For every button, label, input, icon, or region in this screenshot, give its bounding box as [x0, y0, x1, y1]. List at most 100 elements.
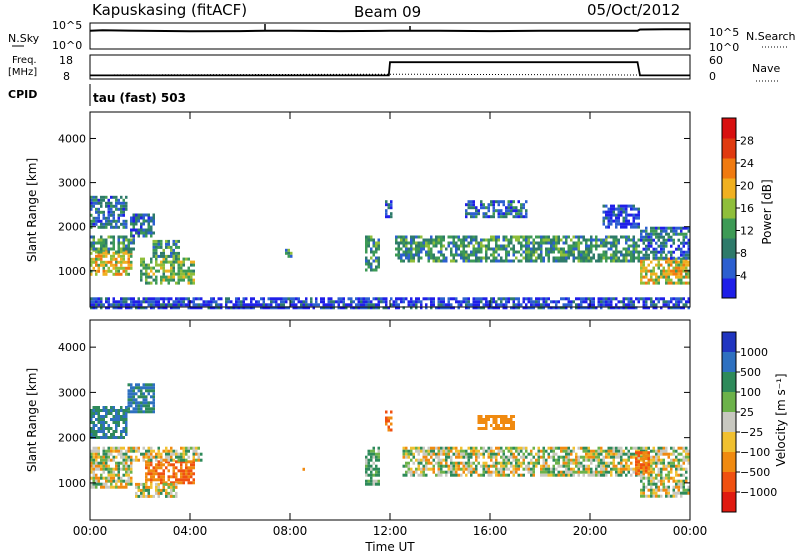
- heatmap-cell: [525, 449, 528, 453]
- heatmap-cell: [147, 469, 150, 473]
- heatmap-cell: [660, 482, 663, 486]
- y-tick-label: 3000: [58, 177, 86, 190]
- heatmap-cell: [137, 228, 140, 232]
- heatmap-cell: [592, 238, 595, 242]
- heatmap-cell: [620, 259, 623, 263]
- heatmap-cell: [485, 427, 488, 430]
- heatmap-cell: [95, 479, 98, 483]
- heatmap-cell: [625, 461, 628, 465]
- heatmap-cell: [135, 386, 138, 390]
- heatmap-cell: [162, 254, 165, 258]
- heatmap-cell: [390, 206, 393, 210]
- heatmap-cell: [482, 306, 485, 310]
- heatmap-cell: [457, 464, 460, 468]
- heatmap-cell: [230, 306, 233, 310]
- heatmap-cell: [110, 222, 113, 226]
- heatmap-cell: [502, 235, 505, 239]
- heatmap-cell: [395, 297, 398, 301]
- heatmap-cell: [630, 204, 633, 208]
- heatmap-cell: [142, 306, 145, 310]
- heatmap-cell: [547, 473, 550, 477]
- heatmap-cell: [512, 209, 515, 213]
- heatmap-cell: [662, 226, 665, 230]
- heatmap-cell: [402, 446, 405, 450]
- heatmap-cell: [400, 253, 403, 257]
- heatmap-cell: [370, 452, 373, 456]
- heatmap-cell: [370, 455, 373, 459]
- heatmap-cell: [665, 244, 668, 248]
- heatmap-cell: [200, 452, 203, 456]
- heatmap-cell: [640, 235, 643, 239]
- heatmap-cell: [570, 300, 573, 304]
- heatmap-cell: [507, 421, 510, 424]
- heatmap-cell: [652, 488, 655, 492]
- heatmap-cell: [587, 244, 590, 248]
- heatmap-cell: [600, 253, 603, 257]
- heatmap-cell: [420, 247, 423, 251]
- heatmap-cell: [480, 247, 483, 251]
- heatmap-cell: [112, 272, 115, 276]
- heatmap-cell: [497, 461, 500, 465]
- heatmap-cell: [415, 446, 418, 450]
- heatmap-cell: [155, 275, 158, 279]
- heatmap-cell: [682, 266, 685, 270]
- heatmap-cell: [537, 300, 540, 304]
- heatmap-cell: [687, 226, 690, 230]
- heatmap-cell: [110, 260, 113, 264]
- heatmap-cell: [145, 213, 148, 217]
- heatmap-cell: [522, 256, 525, 260]
- heatmap-cell: [175, 452, 178, 456]
- heatmap-cell: [677, 260, 680, 264]
- heatmap-cell: [477, 241, 480, 245]
- heatmap-cell: [682, 250, 685, 254]
- heatmap-cell: [130, 250, 133, 254]
- heatmap-cell: [490, 455, 493, 459]
- heatmap-cell: [112, 406, 115, 409]
- heatmap-cell: [432, 256, 435, 260]
- heatmap-cell: [620, 464, 623, 468]
- heatmap-cell: [432, 467, 435, 471]
- heatmap-cell: [370, 464, 373, 468]
- heatmap-cell: [665, 272, 668, 276]
- heatmap-cell: [142, 392, 145, 396]
- heatmap-cell: [482, 427, 485, 430]
- heatmap-cell: [670, 278, 673, 282]
- heatmap-cell: [637, 463, 640, 467]
- heatmap-cell: [570, 458, 573, 462]
- heatmap-cell: [132, 234, 135, 238]
- heatmap-cell: [145, 463, 148, 467]
- heatmap-cell: [455, 235, 458, 239]
- heatmap-cell: [485, 244, 488, 248]
- heatmap-cell: [365, 306, 368, 310]
- heatmap-cell: [617, 455, 620, 459]
- heatmap-cell: [95, 464, 98, 468]
- heatmap-cell: [145, 398, 148, 402]
- heatmap-cell: [662, 303, 665, 307]
- heatmap-cell: [505, 253, 508, 257]
- noise-tick-high: 10^5: [52, 19, 82, 32]
- heatmap-cell: [625, 473, 628, 477]
- heatmap-cell: [115, 467, 118, 471]
- heatmap-cell: [632, 238, 635, 242]
- heatmap-cell: [310, 303, 313, 307]
- heatmap-cell: [147, 488, 150, 492]
- heatmap-cell: [467, 306, 470, 310]
- heatmap-cell: [600, 470, 603, 474]
- heatmap-cell: [197, 297, 200, 301]
- heatmap-cell: [220, 297, 223, 301]
- heatmap-cell: [655, 452, 658, 456]
- heatmap-cell: [645, 454, 648, 458]
- heatmap-cell: [372, 461, 375, 465]
- heatmap-cell: [540, 303, 543, 307]
- heatmap-cell: [672, 306, 675, 310]
- heatmap-cell: [625, 222, 628, 226]
- heatmap-cell: [622, 247, 625, 251]
- heatmap-cell: [95, 418, 98, 421]
- heatmap-cell: [527, 250, 530, 254]
- heatmap-cell: [532, 303, 535, 307]
- heatmap-cell: [420, 250, 423, 254]
- heatmap-cell: [440, 470, 443, 474]
- heatmap-cell: [600, 467, 603, 471]
- heatmap-cell: [112, 195, 115, 199]
- heatmap-cell: [520, 259, 523, 263]
